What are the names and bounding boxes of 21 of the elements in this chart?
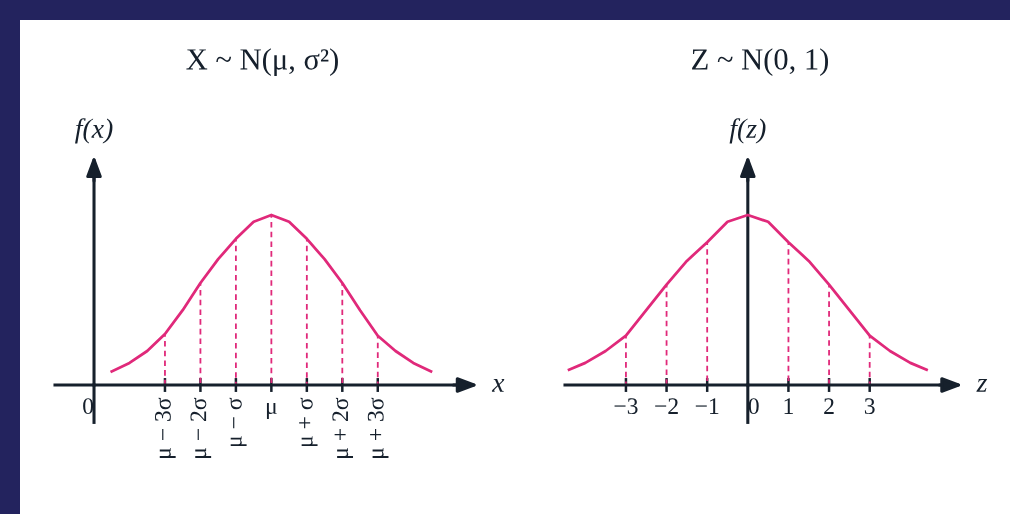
chart-title: X ~ N(μ, σ²) [186,48,338,76]
x-tick-label: μ + σ [299,397,318,447]
y-axis-title: f(x) [75,118,113,144]
x-tick-label: −2 [655,398,678,414]
x-tick-label: μ + 2σ [332,397,354,458]
x-tick-label: 1 [784,398,793,414]
x-axis-title: z [976,378,988,392]
x-tick-label: μ + 3σ [367,397,389,458]
x-tick-label: 2 [824,398,834,414]
y-axis-title: f(z) [729,118,766,144]
x-tick-label: −3 [614,398,638,415]
x-tick-label: 0 [83,398,94,415]
x-tick-label: 3 [864,398,875,415]
chart-title: Z ~ N(0, 1) [692,48,829,76]
x-tick-label: μ − 2σ [190,397,212,458]
x-axis-title: x [491,378,505,392]
x-tick-label: μ − 3σ [154,397,176,458]
x-tick-label: μ [266,403,277,419]
x-tick-label: 0 [748,398,759,415]
x-tick-label: μ − σ [229,397,247,447]
x-tick-label: −1 [695,398,719,414]
